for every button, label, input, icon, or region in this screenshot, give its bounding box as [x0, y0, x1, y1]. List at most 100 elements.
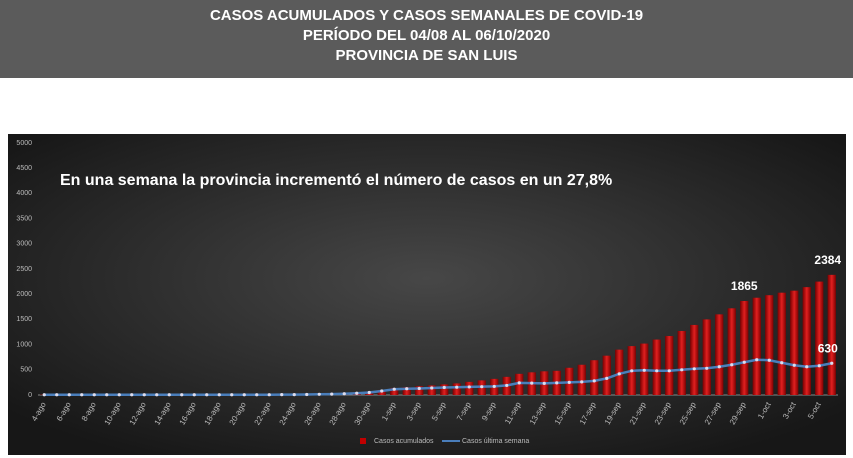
line-marker: [67, 393, 71, 397]
bar: [652, 339, 661, 395]
bar: [702, 319, 711, 395]
bar: [777, 292, 786, 395]
line-marker: [442, 385, 446, 390]
bar: [740, 301, 749, 395]
line-marker: [567, 380, 571, 384]
y-tick-label: 1000: [16, 341, 32, 348]
y-tick-label: 3500: [16, 215, 32, 222]
bar: [727, 308, 736, 395]
bar: [765, 295, 774, 395]
line-marker: [680, 368, 684, 372]
bar: [790, 290, 799, 395]
line-marker: [317, 392, 321, 396]
data-label: 630: [818, 341, 838, 355]
line-marker: [155, 393, 159, 397]
bar: [827, 274, 836, 395]
bar: [440, 384, 449, 395]
banner: CASOS ACUMULADOS Y CASOS SEMANALES DE CO…: [0, 0, 853, 78]
line-marker: [342, 392, 346, 396]
line-marker: [630, 369, 634, 373]
line-marker: [692, 367, 696, 371]
line-marker: [605, 376, 609, 380]
line-marker: [517, 381, 521, 385]
line-marker: [405, 387, 409, 391]
y-tick-label: 500: [20, 367, 32, 374]
line-marker: [817, 364, 821, 368]
line-marker: [592, 379, 596, 383]
bar: [752, 297, 761, 395]
line-marker: [480, 385, 484, 389]
line-marker: [667, 369, 671, 373]
line-marker: [530, 381, 534, 385]
annotation: En una semana la provincia incrementó el…: [60, 172, 612, 189]
line-marker: [280, 393, 284, 397]
line-marker: [392, 387, 396, 391]
line-marker: [755, 358, 759, 362]
title-line: PROVINCIA DE SAN LUIS: [335, 47, 518, 64]
line-marker: [730, 363, 734, 367]
legend-label: Casos última semana: [462, 438, 529, 445]
line-marker: [242, 393, 246, 397]
line-marker: [267, 393, 271, 397]
line-marker: [142, 393, 146, 397]
data-label: 2384: [814, 253, 841, 267]
bar: [602, 355, 611, 395]
line-marker: [555, 381, 559, 385]
y-tick-label: 5000: [16, 140, 32, 147]
line-marker: [717, 365, 721, 369]
legend-swatch: [360, 438, 366, 444]
data-label: 1865: [731, 279, 758, 293]
line-marker: [417, 386, 421, 391]
bar: [665, 336, 674, 395]
line-marker: [80, 393, 84, 397]
legend-label: Casos acumulados: [374, 438, 434, 445]
line-marker: [742, 360, 746, 364]
line-marker: [830, 361, 834, 365]
line-marker: [42, 393, 46, 397]
line-marker: [180, 393, 184, 397]
line-marker: [792, 363, 796, 367]
y-tick-label: 2000: [16, 291, 32, 298]
bar: [402, 387, 411, 395]
y-tick-label: 3000: [16, 241, 32, 248]
line-marker: [617, 372, 621, 376]
bar: [815, 281, 824, 395]
line-marker: [542, 381, 546, 386]
y-tick-label: 4000: [16, 190, 32, 197]
bar: [715, 314, 724, 395]
line-marker: [305, 392, 309, 397]
chart-background: [8, 134, 846, 455]
line-marker: [130, 393, 134, 397]
line-marker: [117, 393, 121, 397]
line-marker: [467, 385, 471, 389]
line-marker: [380, 389, 384, 393]
line-marker: [355, 391, 359, 395]
line-marker: [255, 393, 259, 397]
y-tick-label: 0: [28, 392, 32, 399]
line-marker: [505, 383, 509, 388]
line-marker: [580, 380, 584, 384]
bar: [415, 386, 424, 395]
line-marker: [55, 393, 59, 397]
line-marker: [655, 369, 659, 373]
line-marker: [205, 393, 209, 397]
line-marker: [780, 361, 784, 365]
line-marker: [230, 393, 234, 397]
line-marker: [367, 390, 371, 395]
title-line: CASOS ACUMULADOS Y CASOS SEMANALES DE CO…: [209, 7, 644, 24]
line: [44, 358, 832, 396]
line-marker: [642, 368, 646, 372]
y-tick-label: 1500: [16, 316, 32, 323]
line-marker: [330, 392, 334, 396]
line-marker: [292, 392, 296, 397]
line-marker: [105, 393, 109, 397]
y-tick-label: 2500: [16, 266, 32, 273]
line-marker: [92, 393, 96, 397]
bar: [427, 385, 436, 395]
bar: [577, 364, 586, 395]
line-marker: [455, 385, 459, 389]
bar: [390, 387, 399, 395]
bar: [690, 324, 699, 395]
